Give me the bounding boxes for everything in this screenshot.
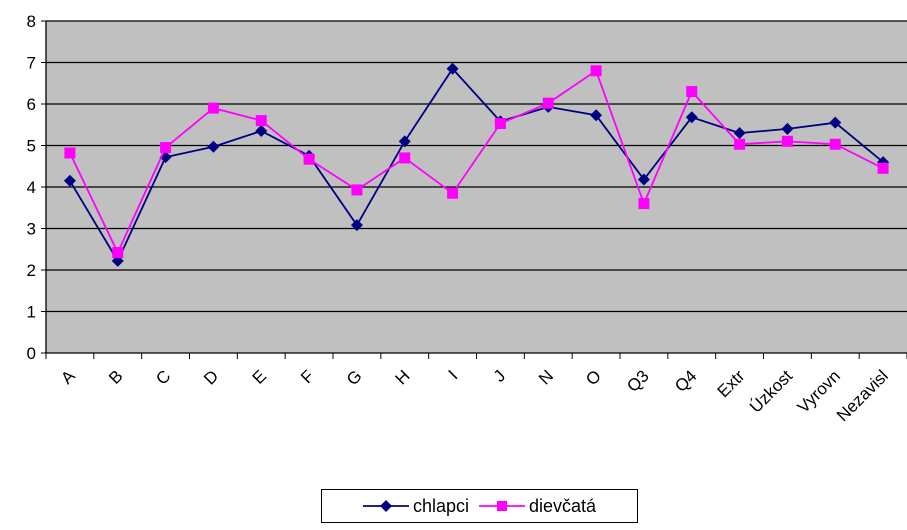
marker-chlapci-H: [398, 135, 411, 148]
series-group: [63, 62, 890, 267]
marker-chlapci-Q4: [685, 111, 698, 124]
x-tick-label-H: H: [391, 366, 413, 388]
series-line-1: [69, 69, 884, 255]
y-axis-ticks: 0 1 2 3 4 5 6 7 8: [27, 12, 46, 363]
x-tick-label-E: E: [249, 366, 270, 387]
marker-chlapci-G: [350, 219, 363, 232]
legend: chlapci dievčatá: [321, 489, 638, 523]
marker-chlapci-Q3: [637, 173, 650, 186]
marker-dievcata-E: [255, 115, 267, 127]
y-tick-label-5: 5: [27, 137, 36, 156]
marker-chlapci-Extr: [733, 127, 746, 140]
legend-swatch-dievcata: [478, 501, 525, 511]
x-tick-label-Úzkost: Úzkost: [746, 366, 796, 416]
y-tick-label-3: 3: [27, 220, 36, 239]
x-tick-label-Nezavisl: Nezavisl: [833, 366, 892, 425]
marker-chlapci-A: [63, 174, 76, 187]
marker-dievcata-Extr: [734, 138, 746, 150]
marker-dievcata-N: [542, 97, 554, 109]
marker-dievcata-Nezavisl: [877, 162, 889, 174]
y-tick-label-6: 6: [27, 95, 36, 114]
x-tick-label-A: A: [57, 366, 79, 388]
marker-dievcata-Q4: [686, 86, 698, 98]
marker-dievcata-A: [64, 147, 76, 159]
legend-label-dievcata: dievčatá: [528, 495, 597, 516]
legend-swatch-chlapci: [362, 500, 409, 512]
marker-chlapci-Vyrovn: [829, 116, 842, 129]
y-tick-label-1: 1: [27, 303, 36, 322]
y-tick-label-4: 4: [27, 178, 36, 197]
legend-entry-dievcata: dievčatá: [478, 495, 597, 517]
marker-dievcata-O: [590, 65, 602, 77]
marker-dievcata-Q3: [638, 198, 650, 210]
marker-chlapci-O: [590, 109, 603, 122]
x-tick-label-Q3: Q3: [623, 366, 652, 395]
marker-dievcata-D: [207, 102, 219, 114]
x-tick-label-Q4: Q4: [671, 366, 700, 395]
legend-entry-chlapci: chlapci: [362, 495, 469, 517]
x-tick-label-O: O: [582, 366, 605, 389]
legend-label-chlapci: chlapci: [412, 495, 469, 516]
marker-dievcata-Vyrovn: [829, 138, 841, 150]
marker-dievcata-H: [399, 152, 411, 164]
y-tick-label-7: 7: [27, 54, 36, 73]
series-line-0: [69, 67, 884, 263]
marker-chlapci-I: [446, 62, 459, 75]
x-tick-label-N: N: [535, 366, 557, 388]
marker-dievcata-Úzkost: [781, 135, 793, 147]
marker-chlapci-D: [207, 140, 220, 153]
x-tick-label-C: C: [152, 366, 174, 388]
x-tick-label-Extr: Extr: [714, 366, 749, 401]
marker-dievcata-I: [447, 187, 459, 199]
y-tick-label-2: 2: [27, 261, 36, 280]
x-tick-label-G: G: [343, 366, 366, 389]
gridlines: [46, 20, 907, 313]
x-tick-label-I: I: [445, 366, 462, 383]
marker-dievcata-B: [112, 247, 124, 259]
x-tick-label-D: D: [200, 366, 222, 388]
y-tick-label-8: 8: [27, 12, 36, 31]
marker-dievcata-G: [351, 184, 363, 196]
marker-dievcata-F: [303, 153, 315, 165]
x-tick-label-F: F: [297, 366, 318, 387]
marker-dievcata-C: [160, 142, 172, 154]
marker-chlapci-Úzkost: [781, 122, 794, 135]
x-tick-label-J: J: [490, 366, 509, 385]
y-tick-label-0: 0: [27, 344, 36, 363]
marker-dievcata-J: [494, 118, 506, 130]
x-tick-label-B: B: [105, 366, 126, 387]
marker-chlapci-E: [255, 124, 268, 137]
